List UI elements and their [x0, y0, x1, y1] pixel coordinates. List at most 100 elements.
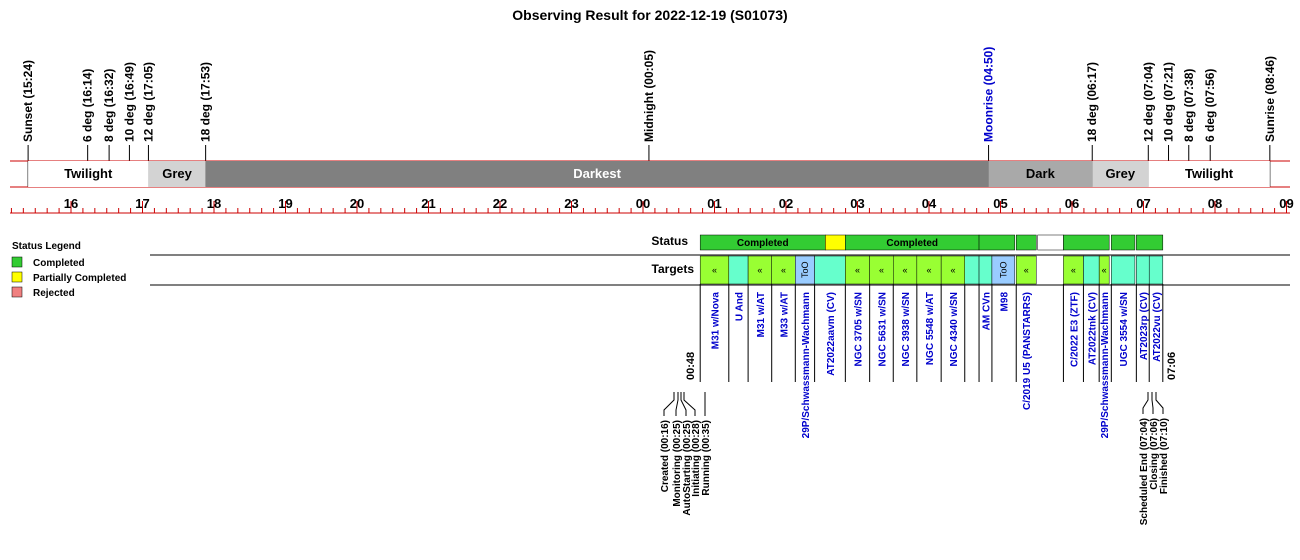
- hour-tick-label: 06: [1065, 196, 1079, 211]
- target-type-mark: «: [1102, 265, 1107, 275]
- process-step-label: Initiating (00:28): [691, 420, 702, 497]
- target-name: 29P/Schwassmann-Wachmann: [801, 292, 812, 438]
- target-name: AT2022aavm (CV): [826, 292, 837, 376]
- target-block: [845, 255, 870, 285]
- event-label: 12 deg (17:05): [141, 62, 155, 142]
- target-type-mark: «: [950, 265, 955, 275]
- target-type-mark: ToO: [998, 261, 1008, 278]
- status-label: Completed: [886, 238, 938, 249]
- sky-band-label: Grey: [162, 166, 192, 181]
- target-name: M31 w/AT: [756, 292, 767, 337]
- status-blocks: Completed Completed: [699, 234, 1164, 251]
- process-step-label: Created (00:16): [660, 420, 671, 492]
- hour-tick-label: 19: [278, 196, 292, 211]
- hour-tick-label: 18: [207, 196, 221, 211]
- sky-band-label: Twilight: [1185, 166, 1234, 181]
- event-markers: Sunset (15:24) 6 deg (16:14) 8 deg (16:32)…: [21, 47, 1277, 187]
- status-block: [1063, 234, 1110, 251]
- target-name: C/2022 E3 (ZTF): [1069, 292, 1080, 367]
- target-block: [978, 255, 993, 285]
- hour-tick-label: 05: [993, 196, 1007, 211]
- target-block: [916, 255, 942, 285]
- target-block: [814, 255, 846, 285]
- step-connector: [675, 392, 679, 416]
- target-type-mark: «: [926, 265, 931, 275]
- target-block: [1015, 255, 1037, 285]
- legend-swatch: [11, 256, 23, 268]
- legend-label: Completed: [33, 258, 85, 269]
- targets-row-label: Targets: [652, 262, 695, 276]
- hour-tick-label: 22: [493, 196, 507, 211]
- hour-tick-label: 03: [850, 196, 864, 211]
- status-block: [825, 234, 846, 251]
- target-name: UGC 3554 w/SN: [1119, 292, 1130, 366]
- hour-tick-label: 07: [1136, 196, 1150, 211]
- sky-band-label: Twilight: [64, 166, 113, 181]
- hour-tick-label: 16: [64, 196, 78, 211]
- status-legend: Status Legend Completed Partially Complet…: [11, 241, 126, 299]
- step-connector: [663, 392, 675, 416]
- process-step-label: Scheduled End (07:04): [1139, 418, 1150, 525]
- target-block: [964, 255, 980, 285]
- hour-tick-label: 17: [135, 196, 149, 211]
- legend-label: Rejected: [33, 288, 75, 299]
- hour-tick-label: 01: [707, 196, 721, 211]
- target-name: NGC 4340 w/SN: [949, 292, 960, 366]
- target-type-mark: «: [757, 265, 762, 275]
- target-name: M33 w/AT: [779, 292, 790, 337]
- end-time: 07:06: [1166, 352, 1178, 380]
- target-block: [991, 255, 1016, 285]
- process-steps: 00:48 07:06 Created (00:16) Monitoring (00:…: [660, 352, 1178, 525]
- legend-label: Partially Completed: [33, 273, 126, 284]
- event-label: 12 deg (07:04): [1141, 62, 1155, 142]
- target-type-mark: «: [855, 265, 860, 275]
- target-type-mark: «: [879, 265, 884, 275]
- sky-condition-bands: Twilight Grey Darkest Dark Grey Twilight: [10, 160, 1290, 188]
- target-type-mark: «: [903, 265, 908, 275]
- hour-tick-label: 02: [779, 196, 793, 211]
- event-label: 18 deg (17:53): [199, 62, 213, 142]
- sky-band: [28, 161, 149, 187]
- target-type-mark: «: [1071, 265, 1076, 275]
- hour-tick-label: 23: [564, 196, 578, 211]
- hour-tick-label: 00: [636, 196, 650, 211]
- target-block: [1083, 255, 1100, 285]
- event-label: Sunset (15:24): [21, 60, 35, 142]
- process-step-label: Monitoring (00:25): [672, 420, 683, 507]
- step-connector: [1155, 392, 1164, 414]
- target-name: M98: [999, 292, 1010, 312]
- target-name: M31 w/Nova: [711, 292, 722, 350]
- start-time: 00:48: [685, 352, 697, 380]
- hour-tick-label: 04: [922, 196, 937, 211]
- sky-band: [1092, 161, 1149, 187]
- event-label: 8 deg (07:38): [1182, 69, 1196, 142]
- status-target-rows: Status Targets: [150, 234, 1290, 286]
- event-label: 6 deg (07:56): [1203, 69, 1217, 142]
- status-row-label: Status: [651, 234, 688, 248]
- event-label: 10 deg (16:49): [122, 62, 136, 142]
- target-block: [1136, 255, 1150, 285]
- process-step-label: AutoStarting (00:25): [682, 420, 693, 516]
- target-type-mark: ToO: [800, 261, 810, 278]
- target-type-mark: «: [712, 265, 717, 275]
- event-label: Moonrise (04:50): [982, 47, 996, 142]
- target-block: [1148, 255, 1164, 285]
- target-name: AM CVn: [981, 292, 992, 330]
- status-block: [978, 234, 1016, 251]
- step-connector: [1142, 392, 1149, 414]
- target-blocks: « M31 w/Nova U And « M31 w/AT « M33 w/AT ToO 29P…: [699, 255, 1164, 438]
- legend-title: Status Legend: [12, 241, 81, 252]
- event-label: 6 deg (16:14): [81, 69, 95, 142]
- sky-band: [148, 161, 206, 187]
- sky-band-label: Grey: [1105, 166, 1135, 181]
- status-label: Completed: [737, 238, 789, 249]
- hour-axis: 16 17 18 19 20 21 22 23 00 01 02 03 04 05 06 07 08 09: [10, 196, 1294, 214]
- event-label: 18 deg (06:17): [1085, 62, 1099, 142]
- target-block: [728, 255, 749, 285]
- sky-band: [1148, 161, 1270, 187]
- process-step-label: Finished (07:10): [1159, 418, 1170, 494]
- step-connector: [1151, 392, 1154, 414]
- target-name: AT2022vu (CV): [1152, 292, 1163, 362]
- chart-title: Observing Result for 2022-12-19 (S01073): [512, 7, 787, 23]
